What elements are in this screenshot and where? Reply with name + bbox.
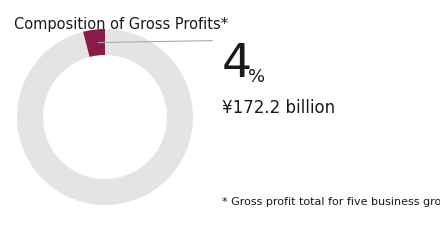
Text: ¥172.2 billion: ¥172.2 billion: [222, 99, 335, 117]
Text: %: %: [248, 68, 265, 86]
Text: 4: 4: [222, 42, 252, 87]
Wedge shape: [17, 29, 193, 205]
Text: * Gross profit total for five business groups: * Gross profit total for five business g…: [222, 197, 440, 207]
Wedge shape: [83, 29, 105, 57]
Text: Composition of Gross Profits*: Composition of Gross Profits*: [14, 17, 228, 32]
